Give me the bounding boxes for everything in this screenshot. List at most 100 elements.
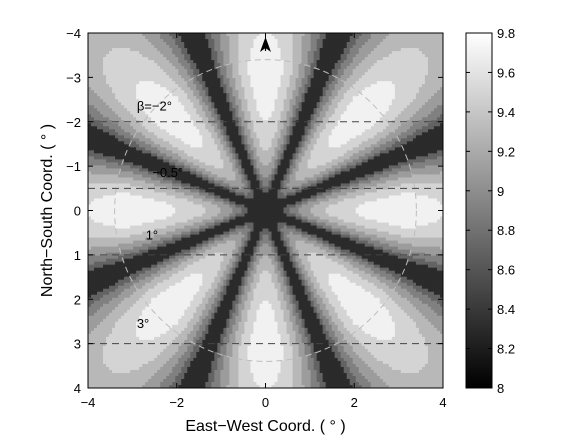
heatmap-cell (106, 381, 110, 386)
heatmap-cell (148, 162, 152, 166)
heatmap-cell (118, 69, 122, 73)
heatmap-cell (112, 267, 116, 272)
heatmap-cell (97, 273, 101, 278)
heatmap-cell (100, 291, 104, 296)
heatmap-cell (130, 138, 134, 142)
heatmap-cell (127, 282, 131, 287)
heatmap-cell (136, 270, 140, 275)
heatmap-cell (139, 99, 143, 103)
heatmap-cell (91, 357, 95, 362)
heatmap-cell (112, 63, 116, 67)
heatmap-cell (139, 294, 143, 299)
heatmap-cell (109, 84, 113, 88)
heatmap-cell (112, 75, 116, 79)
heatmap-cell (97, 165, 101, 169)
heatmap-cell (88, 264, 92, 269)
heatmap-cell (121, 192, 125, 197)
heatmap-cell (94, 138, 98, 142)
heatmap-cell (112, 36, 116, 40)
heatmap-cell (115, 303, 119, 308)
heatmap-cell (136, 315, 140, 320)
heatmap-cell (151, 102, 155, 106)
heatmap-cell (148, 345, 152, 350)
heatmap-cell (106, 243, 110, 248)
heatmap-cell (100, 324, 104, 329)
heatmap-cell (91, 375, 95, 380)
heatmap-cell (91, 318, 95, 323)
heatmap-cell (136, 81, 140, 85)
heatmap-cell (103, 48, 107, 52)
heatmap-cell (154, 198, 158, 203)
heatmap-cell (139, 327, 143, 332)
heatmap-cell (121, 384, 125, 388)
heatmap-cell (106, 138, 110, 142)
heatmap-cell (88, 99, 92, 103)
heatmap-cell (97, 105, 101, 109)
heatmap-cell (151, 255, 155, 260)
heatmap-cell (136, 357, 140, 362)
heatmap-cell (124, 357, 128, 362)
heatmap-cell (151, 375, 155, 380)
heatmap-cell (124, 270, 128, 275)
heatmap-cell (136, 291, 140, 296)
heatmap-cell (121, 45, 125, 49)
heatmap-cell (121, 327, 125, 332)
heatmap-cell (124, 339, 128, 344)
heatmap-cell (145, 132, 149, 136)
heatmap-cell (145, 180, 149, 185)
heatmap-cell (151, 39, 155, 43)
heatmap-cell (142, 162, 146, 166)
heatmap-cell (100, 318, 104, 323)
heatmap-cell (148, 288, 152, 293)
heatmap-cell (136, 123, 140, 127)
heatmap-cell (130, 315, 134, 320)
heatmap-cell (145, 303, 149, 308)
heatmap-cell (103, 348, 107, 353)
heatmap-cell (142, 174, 146, 179)
heatmap-cell (124, 384, 128, 388)
heatmap-cell (115, 48, 119, 52)
heatmap-cell (115, 51, 119, 55)
heatmap-cell (124, 303, 128, 308)
heatmap-cell (121, 87, 125, 91)
heatmap-cell (130, 225, 134, 230)
heatmap-cell (154, 93, 158, 97)
heatmap-cell (154, 114, 158, 118)
heatmap-cell (112, 261, 116, 266)
heatmap-cell (121, 84, 125, 88)
heatmap-cell (94, 150, 98, 154)
heatmap-cell (151, 342, 155, 347)
heatmap-cell (154, 141, 158, 145)
heatmap-cell (121, 372, 125, 377)
heatmap-cell (97, 108, 101, 112)
heatmap-cell (136, 333, 140, 338)
heatmap-cell (109, 372, 113, 377)
heatmap-cell (130, 360, 134, 365)
heatmap-cell (91, 108, 95, 112)
heatmap-cell (88, 360, 92, 365)
heatmap-cell (127, 315, 131, 320)
heatmap-cell (145, 345, 149, 350)
heatmap-cell (127, 78, 131, 82)
heatmap-cell (109, 198, 113, 203)
heatmap-cell (127, 108, 131, 112)
heatmap-cell (133, 315, 137, 320)
heatmap-cell (118, 225, 122, 230)
heatmap-cell (130, 204, 134, 209)
heatmap-cell (100, 255, 104, 260)
heatmap-cell (124, 381, 128, 386)
heatmap-cell (109, 144, 113, 148)
heatmap-cell (151, 378, 155, 383)
heatmap-cell (127, 327, 131, 332)
heatmap-cell (133, 66, 137, 70)
heatmap-cell (121, 132, 125, 136)
heatmap-cell (139, 90, 143, 94)
heatmap-cell (127, 117, 131, 121)
heatmap-cell (115, 69, 119, 73)
heatmap-cell (100, 303, 104, 308)
heatmap-cell (151, 69, 155, 73)
heatmap-cell (139, 246, 143, 251)
heatmap-cell (115, 285, 119, 290)
heatmap-cell (124, 111, 128, 115)
heatmap-cell (94, 243, 98, 248)
